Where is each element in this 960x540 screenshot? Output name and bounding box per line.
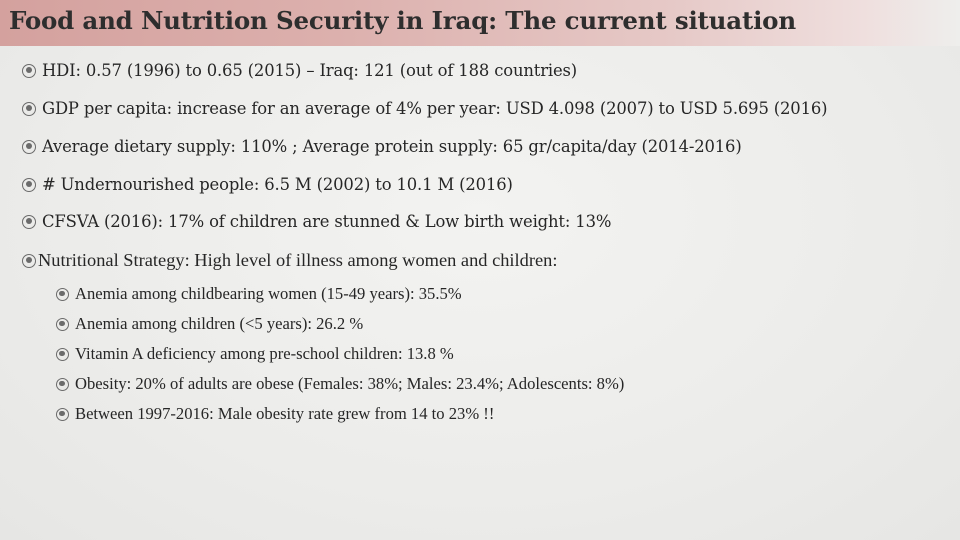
bullet-icon	[56, 377, 69, 391]
sub-bullet-male-obesity: Between 1997-2016: Male obesity rate gre…	[56, 404, 494, 424]
bullet-text: Nutritional Strategy: High level of illn…	[38, 250, 558, 270]
sub-bullet-text: Vitamin A deficiency among pre-school ch…	[75, 344, 454, 363]
sub-bullet-text: Anemia among children (<5 years): 26.2 %	[75, 314, 364, 333]
bullet-text: GDP per capita: increase for an average …	[42, 99, 828, 118]
bullet-text: # Undernourished people: 6.5 M (2002) to…	[42, 175, 513, 194]
bullet-cfsva: CFSVA (2016): 17% of children are stunne…	[22, 212, 611, 231]
bullet-text: Average dietary supply: 110% ; Average p…	[42, 137, 742, 156]
bullet-nutritional-strategy: Nutritional Strategy: High level of illn…	[22, 250, 557, 271]
bullet-icon	[22, 253, 36, 268]
sub-bullet-vitamin-a: Vitamin A deficiency among pre-school ch…	[56, 344, 454, 364]
bullet-text: CFSVA (2016): 17% of children are stunne…	[42, 212, 612, 231]
bullet-icon	[22, 177, 36, 192]
sub-bullet-anemia-women: Anemia among childbearing women (15-49 y…	[56, 284, 462, 304]
bullet-icon	[56, 347, 69, 361]
bullet-icon	[22, 101, 36, 116]
bullet-dietary-supply: Average dietary supply: 110% ; Average p…	[22, 137, 742, 156]
bullet-gdp: GDP per capita: increase for an average …	[22, 99, 828, 118]
sub-bullet-obesity: Obesity: 20% of adults are obese (Female…	[56, 374, 624, 394]
bullet-icon	[22, 63, 36, 78]
sub-bullet-text: Anemia among childbearing women (15-49 y…	[75, 284, 462, 303]
bullet-text: HDI: 0.57 (1996) to 0.65 (2015) – Iraq: …	[42, 61, 578, 80]
sub-bullet-anemia-children: Anemia among children (<5 years): 26.2 %	[56, 314, 363, 334]
sub-bullet-text: Obesity: 20% of adults are obese (Female…	[75, 374, 625, 393]
bullet-icon	[22, 139, 36, 154]
bullet-icon	[56, 287, 69, 301]
bullet-undernourished: # Undernourished people: 6.5 M (2002) to…	[22, 175, 513, 194]
bullet-icon	[56, 407, 69, 421]
sub-bullet-text: Between 1997-2016: Male obesity rate gre…	[75, 404, 495, 423]
slide-title: Food and Nutrition Security in Iraq: The…	[9, 6, 796, 35]
bullet-icon	[22, 214, 36, 229]
bullet-icon	[56, 317, 69, 331]
bullet-hdi: HDI: 0.57 (1996) to 0.65 (2015) – Iraq: …	[22, 61, 577, 80]
title-bar: Food and Nutrition Security in Iraq: The…	[0, 0, 960, 46]
